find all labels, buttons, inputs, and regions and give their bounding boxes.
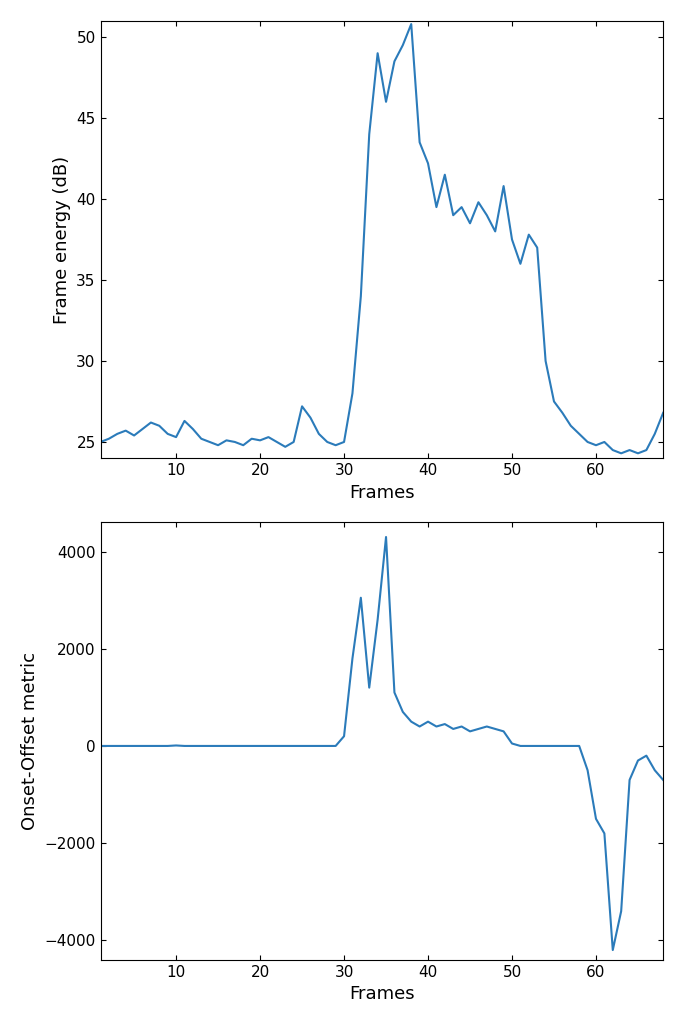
Y-axis label: Onset-Offset metric: Onset-Offset metric — [21, 652, 39, 830]
X-axis label: Frames: Frames — [349, 483, 415, 502]
Y-axis label: Frame energy (dB): Frame energy (dB) — [53, 156, 70, 324]
X-axis label: Frames: Frames — [349, 985, 415, 1004]
